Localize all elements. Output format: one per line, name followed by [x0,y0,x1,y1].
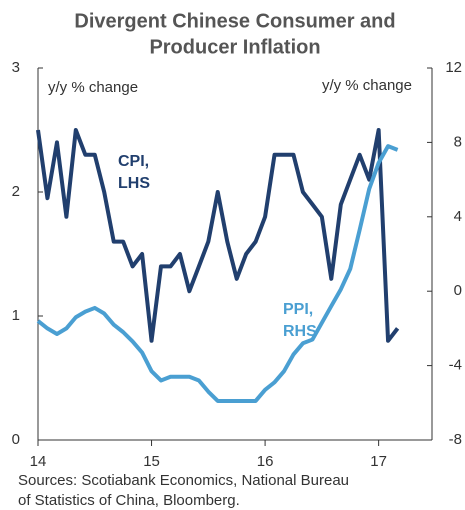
series-label: RHS [283,323,317,340]
y-tick-label: 3 [12,59,20,76]
source: Sources: Scotiabank Economics, National … [18,472,349,489]
x-tick-label: 14 [30,453,47,470]
y-tick-label: 2 [12,183,20,200]
y-axis-label: y/y % change [48,79,138,96]
x-tick-label: 15 [143,453,160,470]
y-tick-label: 1 [12,307,20,324]
y2-tick-label: 8 [454,133,462,150]
y2-tick-label: 12 [445,59,462,76]
y2-tick-label: -4 [449,357,462,374]
chart-title: Divergent Chinese Consumer and [74,10,395,32]
x-tick-label: 16 [257,453,274,470]
x-tick-label: 17 [370,453,387,470]
y2-axis-label: y/y % change [322,77,412,94]
y-tick-label: 0 [12,431,20,448]
series-label: CPI, [118,153,149,170]
y2-tick-label: 0 [454,282,462,299]
source: of Statistics of China, Bloomberg. [18,492,240,509]
y2-tick-label: 4 [454,208,462,225]
series-label: PPI, [283,301,313,318]
series-label: LHS [118,175,150,192]
line-series [36,128,400,343]
chart-title: Producer Inflation [149,36,320,58]
y2-tick-label: -8 [449,431,462,448]
line-series [36,144,399,403]
